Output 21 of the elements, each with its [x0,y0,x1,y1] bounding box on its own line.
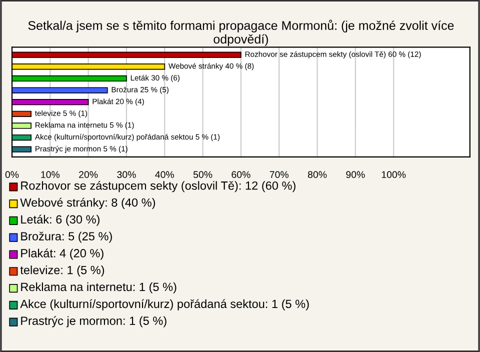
text: Prastrýc je mormon: 1 (5 %) [21,316,166,328]
text: Webové stránky: 8 (40 %) [20,198,156,210]
x-tick-label: 10% [41,171,60,178]
x-tick-label: 30% [117,171,136,178]
x-tick-label: 90% [346,171,365,178]
x-tick-label: 50% [193,171,212,178]
text: Akce (kulturní/sportovní/kurz) pořádaná sektou: 1 (5 %) [20,299,309,310]
x-tick-label: 40% [155,171,174,178]
x-tick-label: 60% [232,171,250,178]
x-tick-label: 100% [382,171,406,178]
x-tick-label: 70% [270,171,289,178]
text: televize: 1 (5 %) [20,266,104,277]
x-tick-label: 20% [79,171,98,178]
text: Plakát: 4 (20 %) [21,248,104,260]
text: Reklama na internetu: 1 (5 %) [21,282,176,294]
x-tick-label: 80% [308,171,327,178]
x-tick-label: 0% [5,171,19,178]
chart-title: Setkal/a jsem se s těmito formami propagace Mormonů: (je možné zvolit více odpovědí) [28,20,454,46]
text: Rozhovor se zástupcem sekty (oslovil Tě): 12 (60 %) [21,180,296,192]
text: Brožura: 5 (25 %) [21,232,112,243]
text: Leták: 6 (30 %) [21,214,100,226]
